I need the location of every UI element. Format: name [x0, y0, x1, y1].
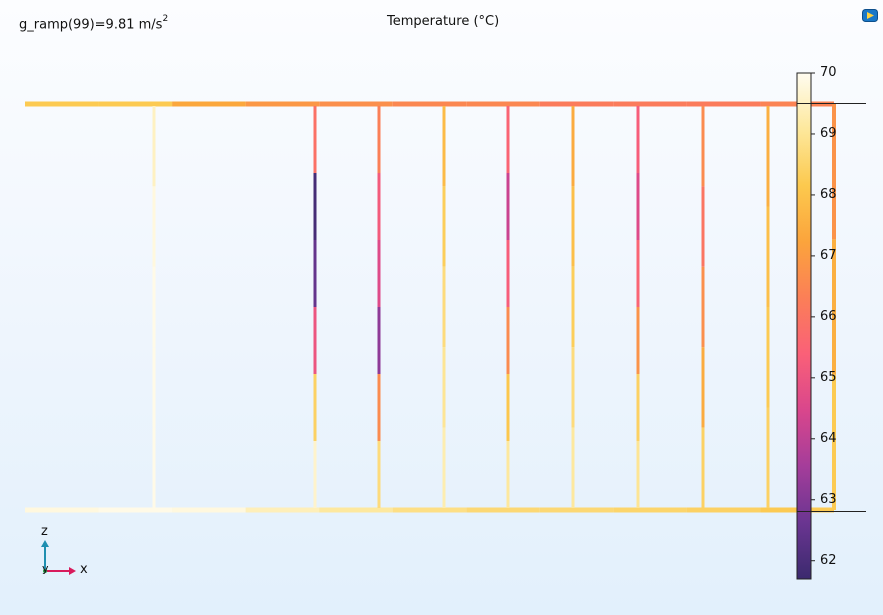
colorbar-ticks [811, 72, 815, 562]
colorbar-tick-label: 64 [820, 430, 837, 446]
colorbar-tick-label: 67 [820, 247, 837, 263]
plot-title: Temperature (°C) [387, 14, 500, 29]
colorbar-tick-label: 63 [820, 491, 837, 507]
comsol-logo-icon [862, 7, 878, 22]
colorbar-tick-label: 68 [820, 186, 837, 202]
pipe-network [25, 101, 836, 513]
z-axis-arrowhead [41, 540, 49, 547]
colorbar-bar [796, 72, 812, 580]
colorbar-tick-label: 70 [820, 65, 837, 80]
y-axis-label: y [42, 562, 49, 575]
parameter-label: g_ramp(99)=9.81 m/s2 [19, 14, 169, 33]
colorbar-tick-label: 65 [820, 369, 837, 385]
axis-triad [41, 540, 76, 575]
colorbar-tick-label: 69 [820, 125, 837, 141]
x-axis-label: x [80, 562, 88, 577]
parameter-text: g_ramp(99)=9.81 m/s [19, 17, 163, 33]
x-axis-arrowhead [69, 567, 76, 575]
parameter-exponent: 2 [162, 14, 169, 24]
z-axis-label: z [41, 524, 48, 539]
y-axis-dot [43, 569, 47, 573]
colorbar-tick-label: 66 [820, 308, 837, 324]
colorbar [796, 72, 866, 580]
colorbar-tick-label: 62 [820, 552, 837, 568]
